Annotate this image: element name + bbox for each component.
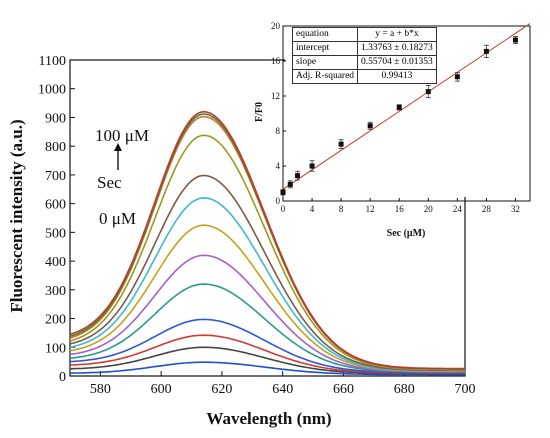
inset-marks (280, 23, 531, 196)
main-x-tick-label: 680 (394, 382, 415, 397)
main-axes: 580 600 620 640 660 680 7000100200300400500600… (38, 54, 476, 397)
up-arrow-icon (114, 143, 122, 170)
inset-xlabel: Sec (μM) (387, 228, 426, 239)
main-y-tick-label: 600 (45, 198, 66, 213)
inset-y-tick-label: 16 (271, 56, 281, 66)
table-row: slope 0.55704 ± 0.01353 (291, 55, 437, 70)
main-y-tick-label: 900 (45, 111, 66, 126)
data-point (425, 89, 431, 95)
data-point (512, 37, 518, 43)
inset-x-tick-label: 32 (511, 204, 520, 214)
spectrum-line (69, 318, 465, 374)
inset-plot-frame (282, 25, 531, 202)
main-y-tick-label: 0 (59, 370, 66, 385)
main-y-tick-label: 1100 (39, 54, 66, 69)
data-point (287, 181, 293, 187)
main-y-tick-label: 700 (45, 169, 66, 184)
table-cell-key: intercept (291, 41, 359, 56)
data-point (454, 74, 460, 80)
spectrum-line (69, 110, 465, 370)
inset-y-tick-label: 4 (276, 161, 281, 171)
annotation-top: 100 μM (95, 126, 149, 145)
inset-x-tick-label: 16 (395, 204, 405, 214)
main-xlabel: Wavelength (nm) (206, 409, 331, 428)
main-y-tick-label: 1000 (38, 83, 66, 98)
table-cell-value: y = a + b*x (357, 27, 437, 42)
inset-x-tick-label: 20 (424, 204, 434, 214)
main-y-tick-label: 100 (45, 341, 66, 356)
table-cell-key: equation (291, 27, 359, 42)
table-row: equation y = a + b*x (291, 27, 437, 42)
main-y-tick-label: 800 (45, 140, 66, 155)
inset-x-tick-label: 24 (453, 204, 463, 214)
main-plot-frame (69, 59, 466, 377)
main-y-tick-label: 400 (45, 255, 66, 270)
spectrum-line (70, 361, 465, 376)
table-cell-key: Adj. R-squared (291, 69, 359, 84)
table-row: Adj. R-squared 0.99413 (291, 69, 437, 84)
inset-y-tick-label: 20 (271, 21, 281, 31)
main-ylabel: Fluorescent intensity (a.u.) (7, 119, 26, 312)
inset-y-tick-label: 8 (276, 126, 281, 136)
main-x-tick-label: 580 (90, 382, 111, 397)
main-x-tick-label: 700 (455, 382, 476, 397)
data-point (280, 189, 286, 195)
table-cell-value: 0.99413 (357, 69, 437, 84)
table-cell-value: 0.55704 ± 0.01353 (357, 55, 437, 70)
table-cell-value: 1.33763 ± 0.18273 (357, 41, 437, 56)
data-point (396, 104, 402, 110)
data-point (338, 141, 344, 147)
main-x-tick-label: 600 (151, 382, 172, 397)
inset-x-tick-label: 12 (366, 204, 375, 214)
main-y-tick-label: 500 (45, 226, 66, 241)
table-row: intercept 1.33763 ± 0.18273 (291, 41, 437, 56)
inset-axes: 0 4 8 12 16 20 24 28 32 0 4 8 12 16 20 (271, 21, 531, 214)
annotation-bottom: 0 μM (99, 209, 136, 228)
inset-x-tick-label: 4 (310, 204, 315, 214)
inset-x-tick-label: 28 (482, 204, 492, 214)
table-cell-key: slope (291, 55, 359, 70)
inset-y-tick-label: 12 (271, 91, 280, 101)
spectra-series (69, 110, 465, 376)
main-y-tick-label: 300 (45, 284, 66, 299)
inset-x-tick-label: 8 (339, 204, 344, 214)
inset-ylabel: F/F0 (254, 102, 265, 122)
main-x-tick-label: 660 (333, 382, 354, 397)
annotation-mid: Sec (97, 173, 122, 192)
inset-y-tick-label: 0 (276, 196, 281, 206)
main-x-tick-label: 620 (211, 382, 232, 397)
fit-results-table: equation y = a + b*x intercept 1.33763 ±… (291, 27, 437, 84)
inset-x-tick-label: 0 (281, 204, 286, 214)
main-x-tick-label: 640 (272, 382, 293, 397)
data-point (483, 48, 489, 54)
data-point (295, 173, 301, 179)
data-point (309, 163, 315, 169)
data-point (367, 123, 373, 129)
main-y-tick-label: 200 (45, 313, 66, 328)
